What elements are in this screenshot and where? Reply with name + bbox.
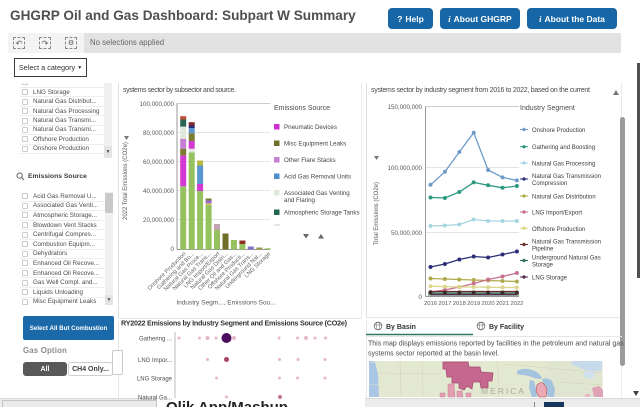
svg-text:RY2022 Emissions by Industry S: RY2022 Emissions by Industry Segment and… (121, 319, 348, 328)
svg-text:systems sector by subsector an: systems sector by subsector and source. (123, 87, 236, 94)
svg-text:systems sector by industry seg: systems sector by industry segment from … (371, 87, 590, 94)
svg-text:0: 0 (419, 294, 423, 301)
svg-text:Gathering ...: Gathering ... (139, 337, 172, 343)
svg-text:Other Flare Stacks: Other Flare Stacks (284, 157, 336, 164)
svg-text:Pipeline: Pipeline (532, 247, 554, 253)
svg-text:Natural Gas Distribution: Natural Gas Distribution (532, 195, 596, 201)
svg-text:Total Emissions (CO2e): Total Emissions (CO2e) (374, 182, 380, 245)
svg-text:Misc Equipment Leaks: Misc Equipment Leaks (284, 141, 346, 148)
svg-text:2016: 2016 (424, 301, 438, 307)
svg-text:2017: 2017 (438, 301, 451, 307)
svg-text:Natural Ga...: Natural Ga... (138, 396, 172, 402)
svg-text:Natural Gas Transmission: Natural Gas Transmission (532, 174, 601, 180)
svg-text:Pneumatic Devices: Pneumatic Devices (284, 124, 337, 131)
svg-text:LNG Impor...: LNG Impor... (138, 358, 172, 364)
svg-text:Industry Segment: Industry Segment (520, 105, 575, 112)
svg-text:2020: 2020 (482, 301, 496, 307)
svg-text:Natural Gas Processing: Natural Gas Processing (532, 162, 595, 168)
svg-text:Natural Gas Transmission: Natural Gas Transmission (532, 240, 601, 246)
svg-text:2019: 2019 (467, 301, 480, 307)
svg-text:40,000,000: 40,000,000 (143, 188, 175, 195)
svg-text:systems sector reported at the: systems sector reported at the basin lev… (368, 351, 499, 358)
svg-text:This map displays emissions re: This map displays emissions reported by … (368, 341, 624, 348)
svg-text:150,000,000: 150,000,000 (388, 104, 423, 111)
svg-text:Underground Natural Gas: Underground Natural Gas (532, 256, 601, 262)
svg-text:20,000,000: 20,000,000 (143, 217, 175, 224)
svg-text:2021: 2021 (496, 301, 509, 307)
svg-text:2022: 2022 (510, 301, 523, 307)
svg-text:2018: 2018 (453, 301, 467, 307)
svg-text:100,000,000: 100,000,000 (388, 165, 423, 172)
svg-text:Offshore Production: Offshore Production (532, 227, 585, 233)
svg-text:0: 0 (171, 246, 175, 253)
svg-text:80,000,000: 80,000,000 (143, 130, 175, 137)
svg-text:MERICA: MERICA (481, 386, 526, 396)
svg-text:Onshore Production: Onshore Production (532, 128, 585, 134)
svg-text:LNG Storage: LNG Storage (532, 276, 568, 282)
svg-text:2022 Total Emissions (CO2e): 2022 Total Emissions (CO2e) (123, 142, 129, 220)
svg-text:Atmospheric Storage Tanks: Atmospheric Storage Tanks (284, 210, 360, 217)
svg-text:By Facility: By Facility (489, 324, 524, 331)
svg-text:Storage: Storage (532, 263, 554, 269)
svg-text:Industry Segm..., Emissions So: Industry Segm..., Emissions Sou... (176, 300, 276, 307)
svg-text:and Flaring: and Flaring (284, 197, 316, 204)
svg-text:100,000,000: 100,000,000 (140, 101, 175, 108)
svg-text:LNG Import/Export: LNG Import/Export (532, 211, 582, 217)
svg-text:Gathering and Boosting: Gathering and Boosting (532, 145, 595, 151)
svg-text:60,000,000: 60,000,000 (143, 159, 175, 166)
svg-text:Emissions Source: Emissions Source (274, 105, 330, 112)
svg-text:By Basin: By Basin (386, 324, 416, 331)
svg-text:Acid Gas Removal Units: Acid Gas Removal Units (284, 174, 351, 181)
svg-text:Associated Gas Venting: Associated Gas Venting (284, 190, 350, 197)
svg-text:LNG Storage: LNG Storage (137, 377, 173, 383)
svg-text:50,000,000: 50,000,000 (391, 230, 423, 237)
svg-text:Compression: Compression (532, 181, 567, 187)
